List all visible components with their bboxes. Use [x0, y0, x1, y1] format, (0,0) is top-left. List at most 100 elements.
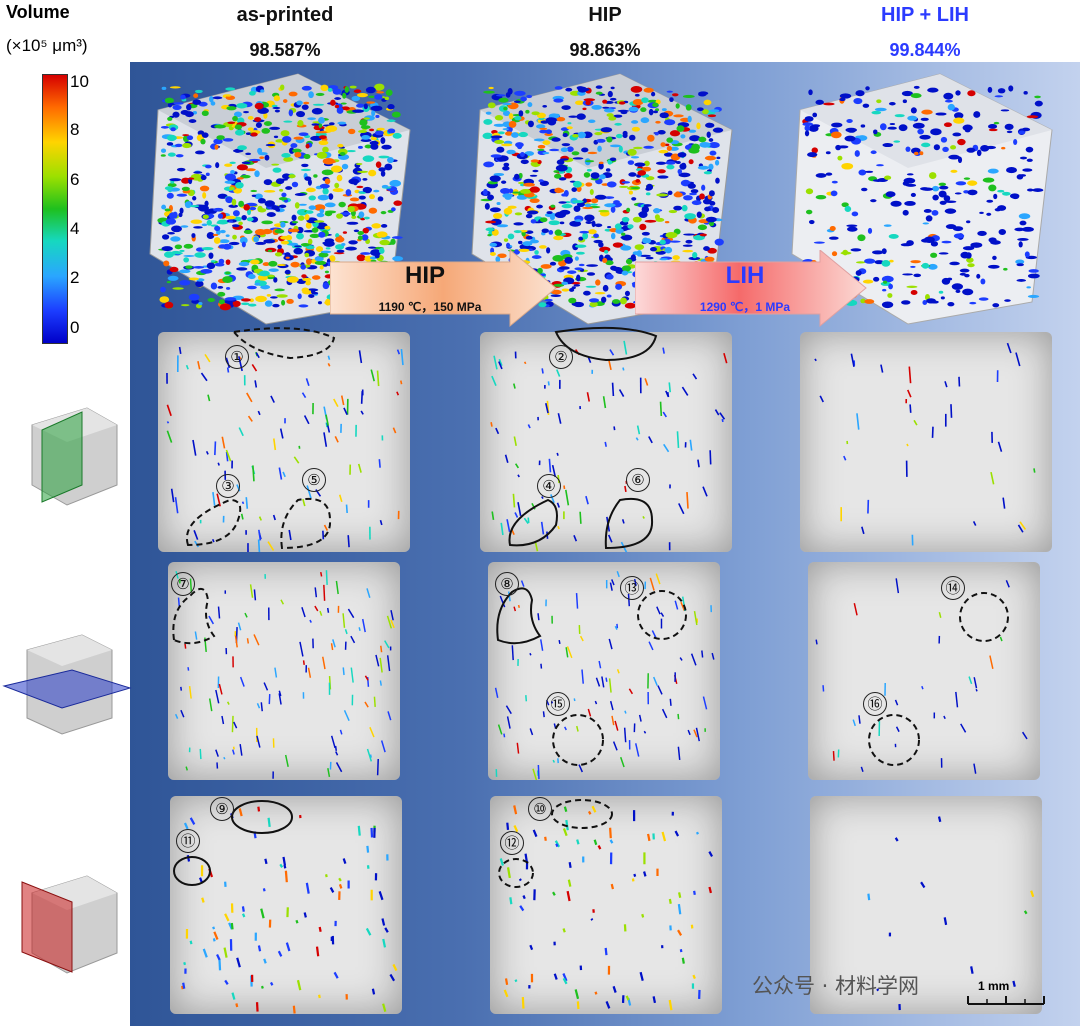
- pore-mark: [931, 210, 939, 216]
- pore-mark: [682, 244, 693, 247]
- pore-mark: [1005, 580, 1010, 588]
- pore-mark: [340, 102, 347, 105]
- pore-mark: [279, 188, 284, 192]
- pore-mark: [901, 300, 911, 305]
- pore-mark: [721, 418, 724, 423]
- pore-mark: [654, 132, 659, 136]
- pore-mark: [587, 151, 598, 155]
- pore-mark: [609, 827, 612, 839]
- pore-mark: [811, 147, 818, 154]
- pore-mark: [225, 196, 233, 204]
- pore-mark: [205, 450, 209, 455]
- pore-mark: [986, 212, 992, 216]
- pore-mark: [518, 131, 529, 138]
- pore-mark: [608, 116, 617, 121]
- pore-mark: [574, 244, 587, 248]
- pore-mark: [853, 97, 863, 105]
- pore-mark: [166, 430, 173, 443]
- pore-mark: [669, 130, 681, 137]
- pore-mark: [912, 122, 925, 129]
- pore-mark: [977, 230, 987, 236]
- pore-mark: [708, 142, 720, 149]
- pore-mark: [294, 202, 300, 209]
- pore-mark: [336, 106, 344, 114]
- slice-hip-row1: [480, 332, 732, 552]
- pore-mark: [854, 150, 860, 157]
- pore-mark: [967, 90, 976, 97]
- pore-mark: [618, 389, 625, 397]
- pore-mark: [325, 247, 331, 250]
- pore-mark: [559, 158, 569, 161]
- pore-mark: [586, 168, 592, 172]
- pore-mark: [293, 456, 300, 464]
- pore-mark: [324, 270, 330, 274]
- pore-mark: [199, 185, 210, 192]
- pore-mark: [249, 206, 257, 211]
- pore-mark: [293, 136, 304, 140]
- pore-mark: [339, 152, 346, 156]
- pore-mark: [338, 877, 342, 882]
- pore-mark: [288, 109, 294, 117]
- pore-mark: [250, 189, 258, 193]
- pore-mark: [625, 995, 630, 1001]
- pore-mark: [380, 224, 388, 228]
- pore-mark: [278, 693, 282, 705]
- pore-mark: [517, 240, 523, 245]
- pore-mark: [303, 101, 310, 105]
- pore-mark: [532, 768, 538, 780]
- pore-mark: [229, 186, 235, 191]
- pore-mark: [949, 261, 960, 266]
- pore-mark: [808, 125, 819, 132]
- pore-mark: [198, 302, 203, 306]
- colorbar-tick: 4: [70, 219, 80, 238]
- pore-mark: [229, 161, 236, 165]
- pore-mark: [235, 129, 245, 136]
- pore-mark: [910, 260, 921, 264]
- pore-mark: [250, 132, 258, 137]
- lih-arrow-label: LIH: [725, 262, 765, 289]
- pore-mark: [621, 265, 632, 272]
- pore-mark: [180, 94, 186, 100]
- pore-mark: [693, 610, 698, 626]
- pore-mark: [221, 436, 226, 449]
- pore-mark: [367, 246, 377, 249]
- pore-mark: [530, 219, 537, 224]
- pore-mark: [948, 154, 960, 160]
- pore-mark: [685, 104, 692, 111]
- pore-mark: [192, 439, 197, 456]
- pore-mark: [304, 252, 310, 258]
- pore-mark: [867, 893, 871, 901]
- pore-mark: [677, 168, 683, 175]
- pore-mark: [497, 724, 503, 735]
- pore-mark: [831, 180, 838, 184]
- pore-mark: [636, 425, 641, 435]
- pore-mark: [184, 111, 194, 118]
- pore-mark: [712, 206, 720, 213]
- pore-mark: [562, 977, 568, 985]
- pore-mark: [855, 270, 862, 276]
- pore-mark: [370, 105, 383, 112]
- pore-mark: [330, 99, 336, 106]
- pore-mark: [357, 825, 361, 836]
- pore-mark: [955, 691, 959, 708]
- pore-mark: [376, 231, 388, 238]
- pore-mark: [624, 710, 627, 714]
- pore-mark: [586, 264, 599, 267]
- pore-mark: [264, 200, 275, 207]
- pore-mark: [208, 615, 215, 625]
- pore-mark: [506, 822, 510, 831]
- pore-mark: [484, 203, 490, 210]
- pore-mark: [335, 236, 345, 243]
- section-orientation-yz-icon: [31, 407, 118, 506]
- region-label-4: ④: [537, 474, 561, 498]
- pore-mark: [281, 192, 287, 198]
- pore-mark: [506, 242, 511, 248]
- pore-mark: [302, 498, 306, 507]
- pore-mark: [938, 252, 949, 255]
- pore-mark: [305, 882, 310, 894]
- pore-mark: [656, 606, 661, 615]
- pore-mark: [864, 258, 876, 264]
- region-label-9: ⑨: [210, 797, 234, 821]
- pore-mark: [188, 277, 200, 281]
- pore-mark: [304, 214, 310, 221]
